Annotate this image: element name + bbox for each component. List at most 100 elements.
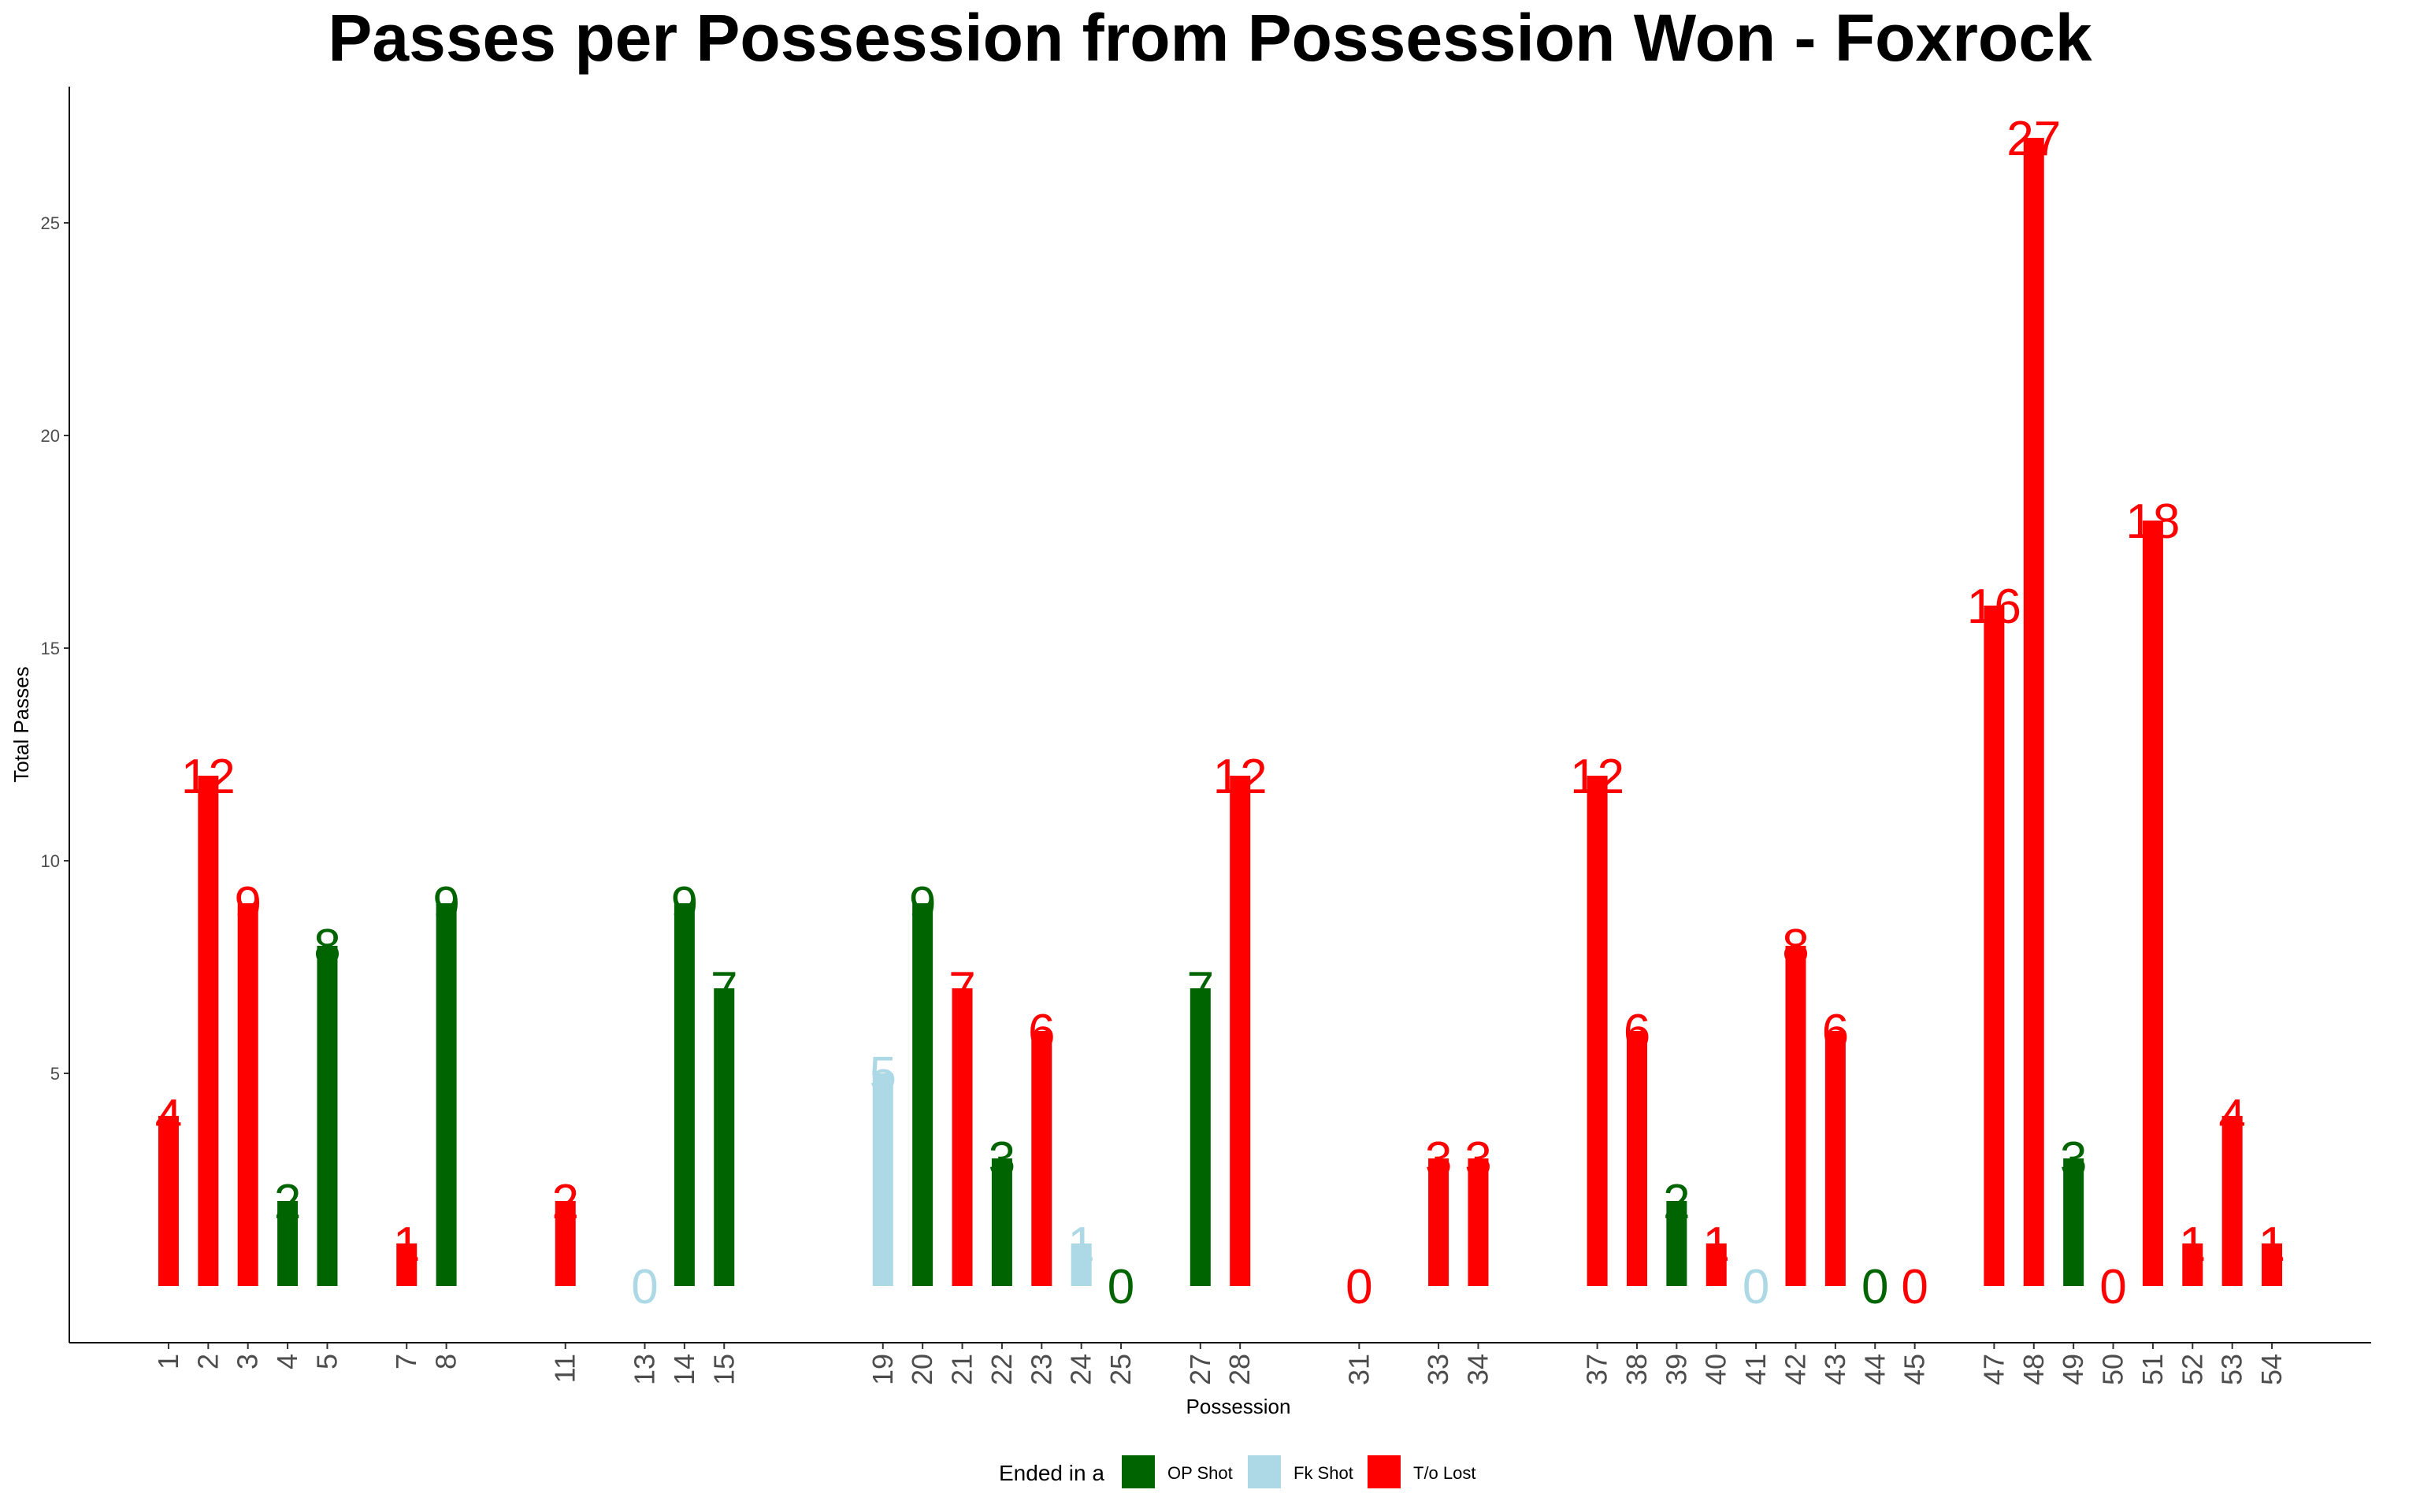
bar-label-possession-19: 5 xyxy=(870,1047,896,1102)
x-tick-label-5: 5 xyxy=(310,1354,343,1369)
legend-swatch-to-lost xyxy=(1368,1455,1401,1488)
bar-possession-21 xyxy=(952,988,973,1286)
y-tick-label: 25 xyxy=(41,213,60,233)
x-tick-label-28: 28 xyxy=(1223,1354,1256,1385)
bar-label-possession-48: 27 xyxy=(2006,112,2061,166)
bar-possession-40 xyxy=(1706,1243,1727,1286)
x-tick-label-38: 38 xyxy=(1620,1354,1653,1385)
bar-label-possession-49: 3 xyxy=(2060,1132,2087,1187)
bar-possession-20 xyxy=(912,903,933,1286)
x-tick-label-34: 34 xyxy=(1461,1354,1494,1385)
x-tick-label-49: 49 xyxy=(2057,1354,2089,1385)
x-ticks: 1 2 3 4 5 7 8 11 13 14 15 19 20 21 22 23 24 25 27 28 31 33 34 3… xyxy=(152,1343,2288,1385)
bar-label-possession-44: 0 xyxy=(1861,1260,1888,1314)
x-tick-label-21: 21 xyxy=(946,1354,978,1385)
bar-label-possession-3: 9 xyxy=(234,877,261,932)
x-tick-label-27: 27 xyxy=(1184,1354,1216,1385)
bar-possession-42 xyxy=(1785,946,1806,1286)
bar-possession-53 xyxy=(2221,1116,2243,1286)
bar-label-possession-22: 3 xyxy=(989,1132,1015,1187)
bar-possession-5 xyxy=(317,946,338,1286)
bar-possession-39 xyxy=(1666,1201,1687,1286)
x-tick-label-43: 43 xyxy=(1819,1354,1851,1385)
bar-possession-19 xyxy=(872,1073,893,1286)
bar-label-possession-40: 1 xyxy=(1702,1217,1729,1272)
x-tick-label-31: 31 xyxy=(1342,1354,1375,1385)
bar-label-possession-37: 12 xyxy=(1570,750,1624,804)
x-tick-label-4: 4 xyxy=(271,1354,303,1369)
bar-possession-2 xyxy=(198,776,219,1286)
x-tick-label-51: 51 xyxy=(2136,1354,2169,1385)
legend-item-op-shot: OP Shot xyxy=(1122,1455,1233,1488)
legend: Ended in a OP Shot Fk Shot T/o Lost xyxy=(999,1455,1475,1488)
bar-possession-8 xyxy=(436,903,457,1286)
bar-label-possession-47: 16 xyxy=(1967,580,2021,634)
bar-possession-38 xyxy=(1626,1031,1647,1286)
x-axis-title: Possession xyxy=(1186,1395,1291,1418)
bar-label-possession-41: 0 xyxy=(1743,1260,1769,1314)
x-tick-label-41: 41 xyxy=(1739,1354,1772,1385)
bar-label-possession-50: 0 xyxy=(2099,1260,2126,1314)
bar-label-possession-20: 9 xyxy=(909,877,936,932)
bar-label-possession-45: 0 xyxy=(1901,1260,1928,1314)
x-tick-label-53: 53 xyxy=(2216,1354,2248,1385)
x-tick-label-3: 3 xyxy=(232,1354,264,1369)
bar-label-possession-31: 0 xyxy=(1345,1260,1372,1314)
x-tick-label-50: 50 xyxy=(2097,1354,2129,1385)
bar-label-possession-34: 3 xyxy=(1464,1132,1491,1187)
bar-possession-23 xyxy=(1031,1031,1052,1286)
bar-possession-15 xyxy=(714,988,735,1286)
bar-possession-3 xyxy=(237,903,258,1286)
bar-possession-54 xyxy=(2262,1243,2283,1286)
bar-label-possession-54: 1 xyxy=(2259,1217,2285,1272)
bar-possession-49 xyxy=(2063,1158,2084,1286)
bar-label-possession-43: 6 xyxy=(1822,1005,1849,1059)
bar-label-possession-51: 18 xyxy=(2125,495,2180,549)
x-tick-label-24: 24 xyxy=(1065,1354,1097,1385)
chart-title: Passes per Possession from Possession Wo… xyxy=(328,1,2092,75)
bar-label-possession-52: 1 xyxy=(2179,1217,2206,1272)
x-tick-label-22: 22 xyxy=(985,1354,1018,1385)
legend-swatch-fk-shot xyxy=(1248,1455,1281,1488)
y-tick-label: 20 xyxy=(41,426,60,446)
x-tick-label-8: 8 xyxy=(430,1354,462,1369)
legend-item-to-lost: T/o Lost xyxy=(1368,1455,1475,1488)
x-tick-label-23: 23 xyxy=(1025,1354,1057,1385)
x-tick-label-44: 44 xyxy=(1858,1354,1891,1385)
bar-label-possession-13: 0 xyxy=(631,1260,658,1314)
y-tick-label: 15 xyxy=(41,639,60,658)
x-tick-label-14: 14 xyxy=(668,1354,700,1385)
x-tick-label-45: 45 xyxy=(1899,1354,1931,1385)
bar-label-possession-53: 4 xyxy=(2218,1090,2245,1144)
bar-possession-4 xyxy=(277,1201,299,1286)
x-tick-label-2: 2 xyxy=(191,1354,224,1369)
x-tick-label-48: 48 xyxy=(2017,1354,2050,1385)
x-tick-label-25: 25 xyxy=(1104,1354,1137,1385)
x-tick-label-19: 19 xyxy=(867,1354,899,1385)
bar-possession-14 xyxy=(674,903,695,1286)
bar-possession-52 xyxy=(2182,1243,2203,1286)
bar-label-possession-2: 12 xyxy=(181,750,236,804)
x-tick-label-40: 40 xyxy=(1700,1354,1732,1385)
bar-label-possession-28: 12 xyxy=(1213,750,1268,804)
bar-label-possession-27: 7 xyxy=(1187,962,1214,1017)
legend-label-fk-shot: Fk Shot xyxy=(1294,1463,1353,1483)
bar-possession-43 xyxy=(1824,1031,1846,1286)
legend-title: Ended in a xyxy=(999,1461,1104,1485)
bar-possession-34 xyxy=(1468,1158,1489,1286)
x-tick-label-39: 39 xyxy=(1660,1354,1692,1385)
bar-label-possession-4: 2 xyxy=(274,1175,301,1229)
x-tick-label-15: 15 xyxy=(707,1354,740,1385)
bar-label-possession-21: 7 xyxy=(948,962,975,1017)
x-tick-label-42: 42 xyxy=(1780,1354,1812,1385)
bar-possession-24 xyxy=(1071,1243,1092,1286)
x-tick-label-20: 20 xyxy=(906,1354,938,1385)
x-tick-label-37: 37 xyxy=(1581,1354,1613,1385)
bars xyxy=(158,138,2283,1286)
bar-label-possession-42: 8 xyxy=(1782,920,1809,974)
bar-possession-33 xyxy=(1428,1158,1449,1286)
bar-label-possession-24: 1 xyxy=(1067,1217,1094,1272)
bar-label-possession-38: 6 xyxy=(1624,1005,1650,1059)
y-tick-label: 5 xyxy=(50,1064,60,1084)
